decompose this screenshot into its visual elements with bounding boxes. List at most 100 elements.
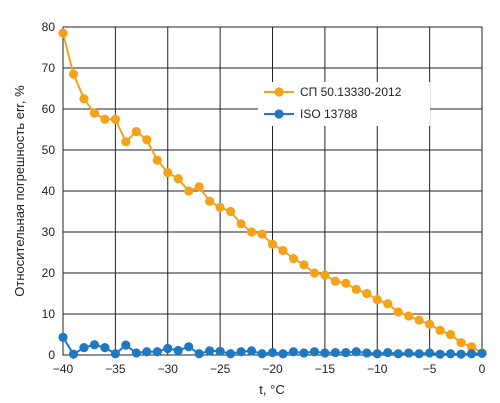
data-point bbox=[131, 348, 141, 358]
data-point bbox=[163, 167, 173, 178]
data-point bbox=[404, 348, 414, 358]
data-point bbox=[425, 348, 435, 358]
series-2 bbox=[58, 332, 487, 359]
data-point bbox=[184, 186, 194, 196]
y-tick-label: 70 bbox=[42, 61, 56, 75]
x-tick-label: −15 bbox=[315, 362, 336, 376]
data-point bbox=[445, 349, 456, 359]
data-point bbox=[246, 227, 257, 237]
y-axis-ticks: 0 10 20 30 40 50 60 70 80 bbox=[42, 20, 56, 362]
data-point bbox=[173, 174, 183, 184]
data-point bbox=[152, 155, 162, 165]
x-axis-ticks: −40 −35 −30 −25 −20 −15 −10 −5 0 bbox=[53, 362, 486, 376]
y-tick-label: 40 bbox=[42, 184, 56, 198]
data-point bbox=[477, 348, 487, 358]
x-tick-label: −10 bbox=[367, 362, 388, 376]
y-tick-label: 80 bbox=[42, 20, 56, 34]
data-point bbox=[236, 219, 246, 229]
data-point bbox=[372, 295, 382, 305]
data-point bbox=[404, 311, 414, 321]
x-tick-label: −20 bbox=[262, 362, 283, 376]
data-point bbox=[79, 343, 89, 353]
y-tick-label: 20 bbox=[42, 266, 56, 280]
y-tick-label: 30 bbox=[42, 225, 56, 239]
data-point bbox=[131, 126, 141, 137]
data-point bbox=[288, 254, 299, 264]
data-point bbox=[68, 349, 79, 359]
data-point bbox=[320, 270, 330, 280]
legend-background bbox=[258, 82, 430, 126]
data-point bbox=[226, 206, 236, 217]
legend-item: ISO 13788 bbox=[264, 107, 358, 121]
data-point bbox=[330, 347, 340, 358]
x-tick-label: −30 bbox=[158, 362, 179, 376]
data-point bbox=[194, 182, 204, 192]
data-point bbox=[110, 114, 120, 124]
data-point bbox=[435, 349, 445, 359]
legend-marker bbox=[274, 109, 284, 119]
x-axis-label: t, °C bbox=[259, 382, 284, 397]
data-point bbox=[142, 135, 152, 145]
data-point bbox=[226, 349, 236, 359]
x-tick-label: −35 bbox=[105, 362, 126, 376]
data-point bbox=[362, 288, 372, 299]
data-point bbox=[215, 202, 225, 212]
data-point bbox=[309, 347, 319, 357]
data-point bbox=[184, 342, 194, 352]
data-point bbox=[341, 347, 351, 358]
series-1 bbox=[58, 28, 487, 358]
data-point bbox=[393, 349, 403, 359]
data-point bbox=[341, 278, 351, 288]
series bbox=[58, 28, 487, 359]
data-point bbox=[320, 348, 330, 358]
data-point bbox=[456, 349, 466, 359]
data-point bbox=[425, 319, 435, 329]
legend-item: СП 50.13330-2012 bbox=[264, 85, 402, 99]
x-tick-label: −5 bbox=[423, 362, 437, 376]
data-point bbox=[383, 347, 393, 358]
legend-marker bbox=[274, 87, 284, 97]
data-point bbox=[173, 345, 183, 356]
data-point bbox=[152, 347, 162, 357]
data-point bbox=[435, 325, 445, 335]
data-point bbox=[257, 229, 267, 239]
data-point bbox=[278, 245, 288, 256]
data-point bbox=[299, 260, 309, 270]
data-point bbox=[288, 347, 299, 357]
data-point bbox=[414, 315, 424, 325]
data-point bbox=[68, 69, 79, 79]
data-point bbox=[89, 108, 100, 118]
data-point bbox=[351, 284, 361, 294]
y-tick-label: 10 bbox=[42, 307, 56, 321]
data-point bbox=[466, 342, 477, 352]
data-point bbox=[215, 346, 225, 356]
data-point bbox=[194, 349, 204, 359]
data-point bbox=[309, 268, 319, 278]
legend-label: ISO 13788 bbox=[300, 107, 358, 121]
data-point bbox=[121, 137, 131, 147]
data-point bbox=[121, 340, 131, 350]
data-point bbox=[393, 307, 403, 317]
data-point bbox=[383, 299, 393, 309]
data-point bbox=[205, 346, 215, 356]
data-point bbox=[372, 349, 382, 359]
data-point bbox=[142, 347, 152, 357]
data-point bbox=[456, 338, 466, 348]
data-point bbox=[205, 196, 215, 206]
legend: СП 50.13330-2012 ISO 13788 bbox=[258, 82, 430, 126]
x-tick-label: −25 bbox=[210, 362, 231, 376]
data-point bbox=[362, 348, 372, 358]
x-tick-label: −40 bbox=[53, 362, 74, 376]
data-point bbox=[267, 347, 278, 358]
data-point bbox=[278, 349, 288, 359]
data-point bbox=[100, 343, 110, 353]
data-point bbox=[466, 349, 477, 359]
data-point bbox=[110, 349, 120, 359]
data-point bbox=[236, 347, 246, 357]
data-point bbox=[89, 340, 100, 350]
data-point bbox=[445, 329, 456, 340]
x-tick-label: 0 bbox=[479, 362, 486, 376]
y-tick-label: 60 bbox=[42, 102, 56, 116]
data-point bbox=[58, 332, 68, 342]
